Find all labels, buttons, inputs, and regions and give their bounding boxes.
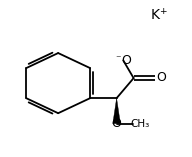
Text: ⁻: ⁻ <box>115 55 121 65</box>
Text: O: O <box>112 117 122 130</box>
Text: +: + <box>159 7 167 16</box>
Text: CH₃: CH₃ <box>130 119 150 129</box>
Text: O: O <box>121 54 131 67</box>
Text: K: K <box>150 8 159 22</box>
Polygon shape <box>113 98 120 124</box>
Text: O: O <box>156 71 166 84</box>
